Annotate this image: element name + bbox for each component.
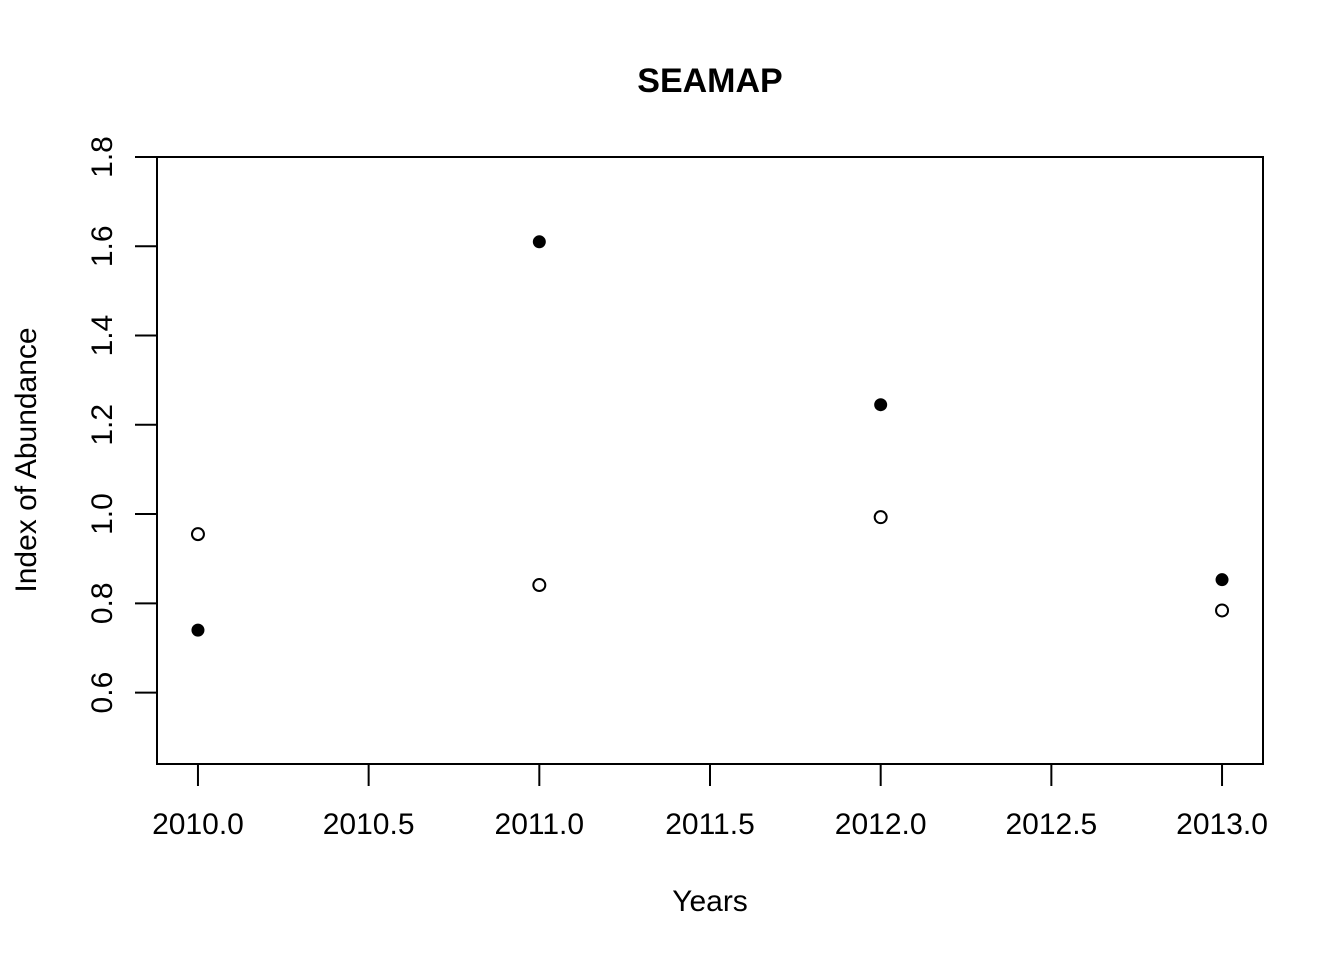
filled-data-point: [191, 623, 205, 637]
x-axis-label: Years: [672, 885, 748, 918]
y-tick-label: 1.6: [86, 225, 119, 267]
filled-data-point: [874, 398, 888, 412]
y-tick-label: 1.0: [86, 493, 119, 535]
x-tick-label: 2011.0: [495, 808, 585, 841]
x-tick-label: 2010.0: [152, 808, 244, 841]
filled-data-point: [532, 235, 546, 249]
data-points: [190, 235, 1230, 637]
y-axis-label: Index of Abundance: [10, 327, 43, 592]
x-axis: 2010.0 2010.5 2011.0 2011.5 2012.0 2012.5 2013…: [152, 763, 1268, 841]
x-tick-label: 2012.5: [1005, 808, 1097, 841]
y-tick-label: 1.8: [86, 136, 119, 178]
x-tick-label: 2012.0: [835, 808, 927, 841]
open-data-point: [532, 578, 547, 593]
y-tick-label: 0.6: [86, 672, 119, 714]
y-tick-label: 1.4: [86, 315, 119, 357]
open-data-point: [1215, 603, 1230, 618]
open-data-point: [873, 510, 888, 525]
x-tick-label: 2013.0: [1176, 808, 1268, 841]
y-tick-label: 0.8: [86, 582, 119, 624]
chart-title: SEAMAP: [637, 62, 782, 100]
x-tick-label: 2011.5: [665, 808, 755, 841]
y-tick-label: 1.2: [86, 404, 119, 446]
x-tick-label: 2010.5: [323, 808, 415, 841]
open-data-point: [190, 527, 205, 542]
y-axis: 0.6 0.8 1.0 1.2 1.4 1.6 1.8: [86, 136, 158, 714]
filled-data-point: [1215, 573, 1229, 587]
plot-area-frame: [156, 156, 1264, 765]
